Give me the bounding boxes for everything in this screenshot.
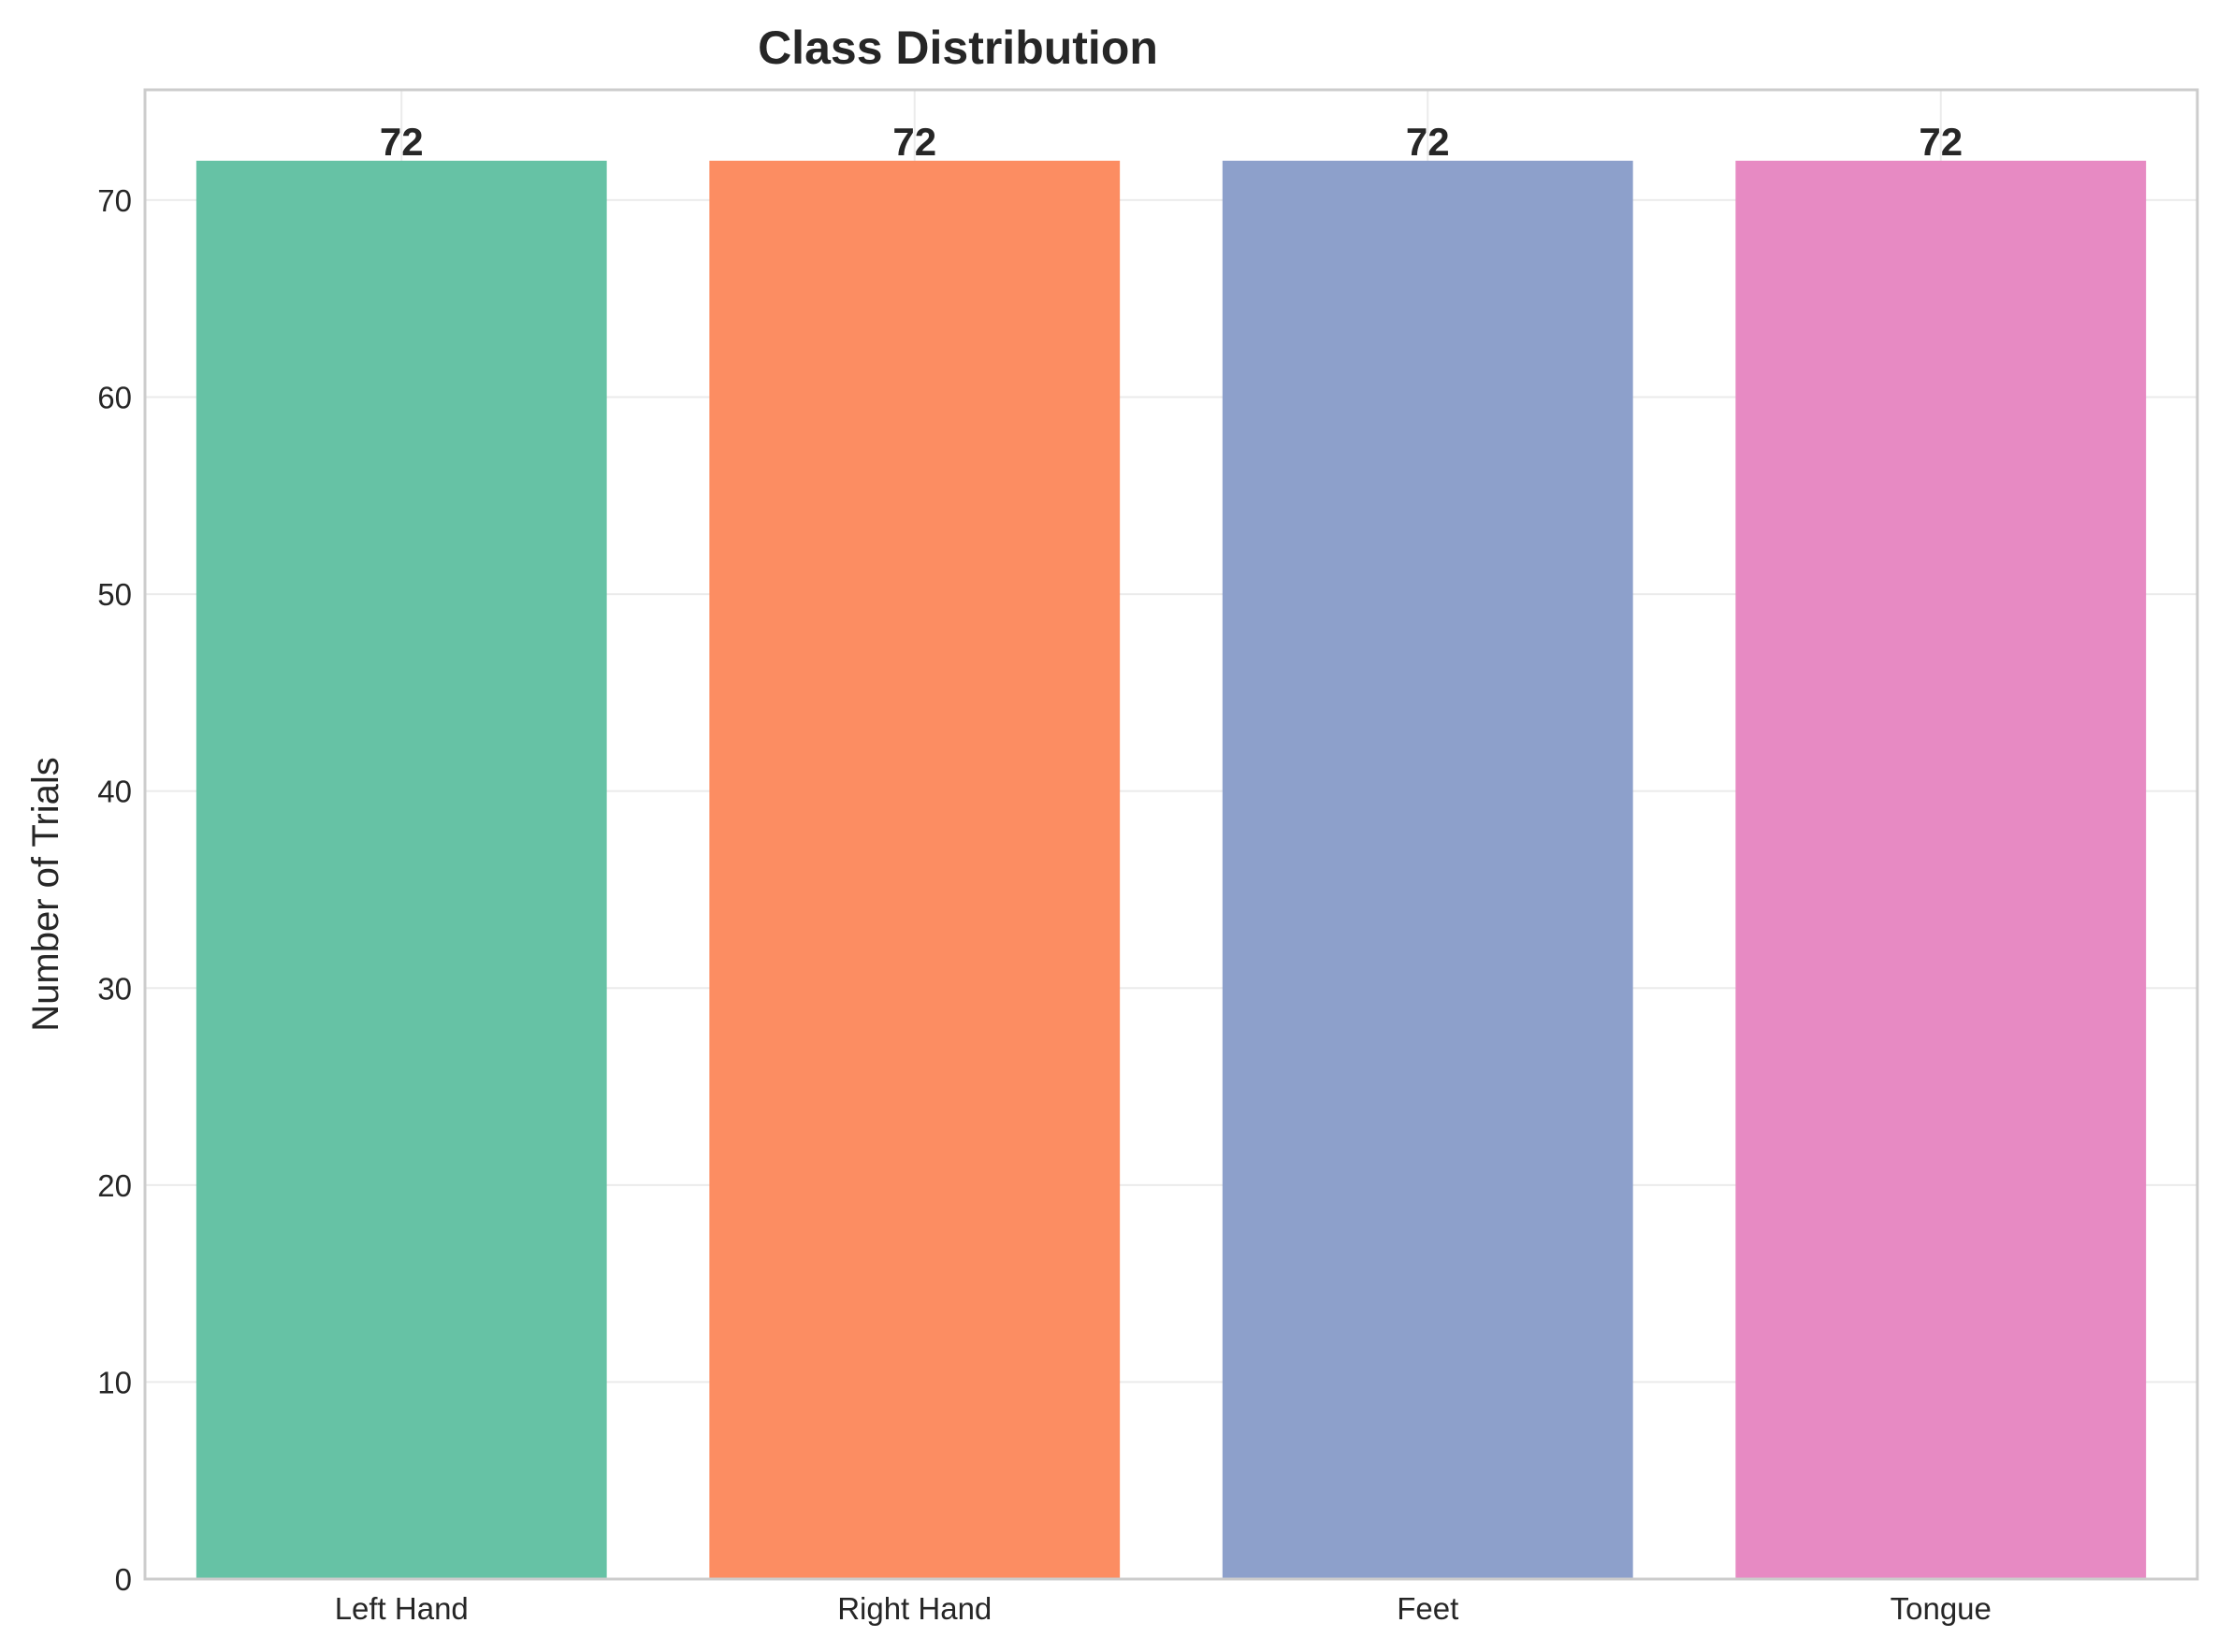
bar-feet: [1222, 160, 1633, 1579]
y-tick-label: 10: [97, 1365, 132, 1399]
chart-title: Class Distribution: [758, 22, 1158, 74]
y-axis-ticks: 0 10 20 30 40 50 60 70: [97, 183, 132, 1597]
x-tick-label: Tongue: [1891, 1591, 1992, 1626]
y-tick-label: 30: [97, 971, 132, 1006]
bars: [196, 160, 2147, 1579]
y-tick-label: 70: [97, 183, 132, 218]
plot-border: [143, 88, 2199, 1581]
axis-frame: [143, 88, 2199, 1581]
y-tick-label: 40: [97, 775, 132, 809]
bar-value-label: 72: [892, 120, 936, 164]
bar-value-label: 72: [1406, 120, 1450, 164]
y-tick-label: 60: [97, 381, 132, 415]
bar-value-label: 72: [380, 120, 424, 164]
y-tick-label: 20: [97, 1168, 132, 1203]
x-tick-label: Feet: [1397, 1591, 1458, 1626]
x-axis-ticks: Left Hand Right Hand Feet Tongue: [335, 1591, 1992, 1626]
value-labels: 72 72 72 72: [380, 120, 1963, 164]
bar-tongue: [1735, 160, 2147, 1579]
y-axis-title: Number of Trials: [25, 757, 66, 1031]
x-tick-label: Left Hand: [335, 1591, 469, 1626]
bar-right-hand: [709, 160, 1121, 1579]
x-tick-label: Right Hand: [837, 1591, 992, 1626]
bar-value-label: 72: [1919, 120, 1963, 164]
bar-left-hand: [196, 160, 607, 1579]
y-tick-label: 0: [115, 1562, 132, 1597]
y-tick-label: 50: [97, 577, 132, 612]
